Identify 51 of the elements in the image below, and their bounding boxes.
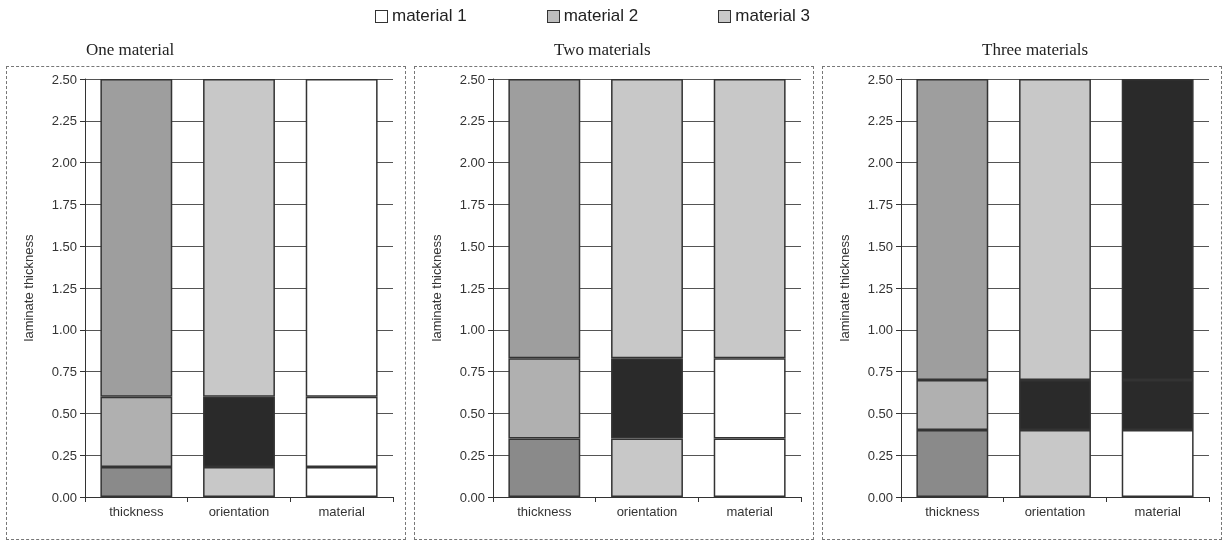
chart-title: One material [85, 40, 176, 61]
y-tick-label: 0.00 [459, 489, 485, 505]
y-tick-label: 1.50 [867, 238, 893, 254]
chart-title: Two materials [553, 40, 652, 61]
y-tick-label: 0.00 [867, 489, 893, 505]
x-tick-label: orientation [208, 504, 270, 519]
y-tick-label: 1.25 [459, 280, 485, 296]
y-tick-label: 0.75 [867, 364, 893, 380]
y-tick-label: 1.50 [51, 238, 77, 254]
y-axis-title: laminate thickness [21, 234, 36, 342]
y-tick-label: 0.25 [459, 447, 485, 463]
y-tick-label: 1.00 [867, 322, 893, 338]
y-tick-label: 2.25 [51, 113, 77, 129]
text: material 3 [735, 6, 810, 26]
x-tick-label: orientation [1024, 504, 1086, 519]
y-tick-label: 2.00 [51, 155, 77, 171]
y-tick-label: 0.00 [51, 489, 77, 505]
y-axis-title: laminate thickness [429, 234, 444, 342]
y-tick-label: 1.25 [51, 280, 77, 296]
y-tick-label: 0.75 [459, 364, 485, 380]
y-tick-label: 1.75 [51, 196, 77, 212]
y-tick-label: 0.50 [51, 405, 77, 421]
x-tick-label: material [726, 504, 773, 519]
text: material 1 [392, 6, 467, 26]
y-tick-label: 0.25 [51, 447, 77, 463]
y-tick-label: 1.50 [459, 238, 485, 254]
y-tick-label: 0.25 [867, 447, 893, 463]
x-tick-label: thickness [517, 504, 572, 519]
y-tick-label: 1.00 [459, 322, 485, 338]
y-tick-label: 0.75 [51, 364, 77, 380]
y-tick-label: 2.50 [867, 71, 893, 87]
y-tick-label: 1.25 [867, 280, 893, 296]
x-tick-label: thickness [925, 504, 980, 519]
y-tick-label: 2.25 [459, 113, 485, 129]
x-tick-label: thickness [109, 504, 164, 519]
y-tick-label: 0.50 [867, 405, 893, 421]
x-tick-label: material [1134, 504, 1181, 519]
y-tick-label: 0.50 [459, 405, 485, 421]
x-tick-label: orientation [616, 504, 678, 519]
y-tick-label: 2.00 [459, 155, 485, 171]
y-tick-label: 1.75 [867, 196, 893, 212]
y-tick-label: 1.75 [459, 196, 485, 212]
y-axis-title: laminate thickness [837, 234, 852, 342]
y-tick-label: 2.25 [867, 113, 893, 129]
y-tick-label: 2.00 [867, 155, 893, 171]
text: material 2 [563, 6, 639, 26]
y-tick-label: 2.50 [459, 71, 485, 87]
y-tick-label: 1.00 [51, 322, 77, 338]
x-tick-label: material [318, 504, 365, 519]
chart-title: Three materials [981, 40, 1090, 61]
y-tick-label: 2.50 [51, 71, 77, 87]
